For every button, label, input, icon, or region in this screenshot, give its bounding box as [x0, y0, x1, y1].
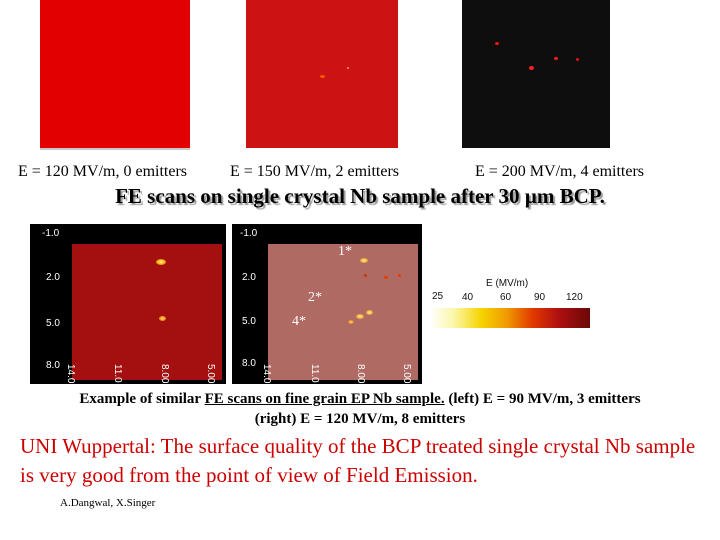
emitter-spot	[366, 310, 373, 315]
emitter-label-2: 2*	[308, 290, 322, 305]
emitter-spot	[398, 274, 401, 277]
emitter-spot	[159, 316, 166, 321]
scale-tick: 90	[534, 292, 546, 303]
emitter-spot	[360, 258, 368, 263]
x-tick: 8.00	[159, 364, 170, 384]
scale-tick: 120	[566, 292, 583, 303]
example-caption-lead: Example of similar	[79, 391, 205, 407]
example-caption-line2: (right) E = 120 MV/m, 8 emitters	[254, 411, 466, 427]
scale-tick: 60	[500, 292, 512, 303]
emitter-spot	[529, 66, 534, 70]
x-tick: 14.0	[261, 364, 272, 384]
emitter-spot	[495, 42, 499, 45]
example-caption-left: (left) E = 90 MV/m, 3 emitters	[444, 391, 641, 407]
emitter-spot	[576, 58, 579, 61]
color-scale-bar	[430, 308, 590, 328]
emitter-spot	[348, 320, 354, 324]
emitter-label-1: 1*	[338, 244, 352, 259]
scale-title: E (MV/m)	[486, 278, 529, 289]
caption-scan-150: E = 150 MV/m, 2 emitters	[230, 163, 400, 180]
caption-scan-120: E = 120 MV/m, 0 emitters	[18, 163, 188, 180]
x-tick: 8.00	[355, 364, 366, 384]
x-tick: 5.00	[205, 364, 216, 384]
y-tick: 2.0	[46, 272, 60, 283]
emitter-spot	[384, 276, 388, 279]
scale-tick: 25	[432, 291, 444, 302]
caption-scan-200: E = 200 MV/m, 4 emitters	[475, 163, 645, 180]
conclusion-text: UNI Wuppertal: The surface quality of th…	[20, 434, 696, 487]
y-tick: 5.0	[46, 318, 60, 329]
emitter-spot	[156, 259, 166, 265]
x-tick: 11.0	[309, 364, 320, 383]
example-caption-sample: FE scans on fine grain EP Nb sample.	[204, 391, 445, 407]
y-tick: -1.0	[42, 228, 60, 239]
y-tick: 8.0	[46, 360, 60, 371]
x-tick: 14.0	[65, 364, 76, 384]
ep-scan-left: -1.0 2.0 5.0 8.0 14.0 11.0 8.00 5.00	[30, 224, 226, 384]
emitter-spot	[356, 314, 364, 319]
x-tick: 5.00	[401, 364, 412, 384]
y-tick: -1.0	[240, 228, 258, 239]
emitter-label-4: 4*	[292, 314, 306, 329]
scan-200	[462, 0, 610, 148]
scan-150	[246, 0, 398, 148]
emitter-spot	[554, 57, 558, 60]
example-caption: Example of similar FE scans on fine grai…	[0, 390, 720, 409]
y-tick: 5.0	[242, 316, 256, 327]
page-title: FE scans on single crystal Nb sample aft…	[115, 184, 605, 208]
ep-scan-right: 1* 2* 4* -1.0 2.0 5.0 8.0 14.0 11.0 8.00…	[232, 224, 422, 384]
scan-120-base-line	[40, 148, 190, 150]
emitter-spot	[364, 274, 367, 277]
scan-120	[40, 0, 190, 148]
scan-field	[72, 244, 222, 380]
emitter-spot	[347, 67, 349, 69]
scan-field	[268, 244, 418, 380]
author-credit: A.Dangwal, X.Singer	[60, 497, 156, 509]
x-tick: 11.0	[112, 364, 123, 383]
emitter-spot	[320, 75, 325, 78]
y-tick: 2.0	[242, 272, 256, 283]
scale-tick: 40	[462, 292, 474, 303]
y-tick: 8.0	[242, 358, 256, 369]
